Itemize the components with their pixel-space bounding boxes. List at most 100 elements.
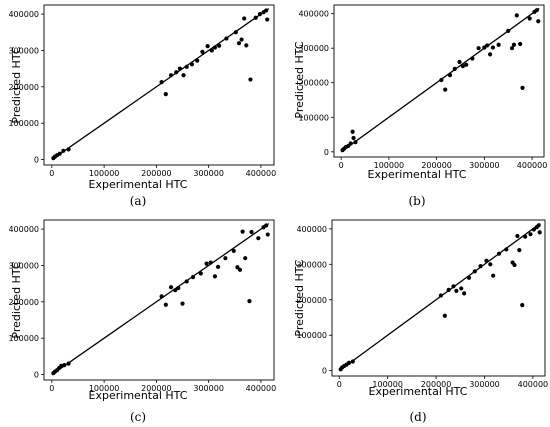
data-point	[537, 230, 542, 235]
panel-b: 0 100000 200000 300000 400000 0 100000 200000 30…	[293, 4, 547, 208]
data-point	[223, 256, 228, 261]
data-point	[457, 59, 462, 65]
data-point	[346, 360, 352, 365]
x-tick-label: 0	[49, 169, 54, 178]
data-point	[66, 147, 71, 152]
y-tick-label: 300000	[296, 260, 327, 269]
data-point	[488, 262, 493, 267]
data-point	[236, 41, 242, 46]
x-tick-label: 200000	[141, 384, 172, 393]
panel-label: (a)	[130, 194, 147, 208]
data-point	[173, 288, 178, 293]
data-point	[490, 45, 496, 50]
data-point	[517, 248, 522, 253]
data-point	[487, 52, 493, 57]
y-tick-label: 200000	[8, 298, 39, 307]
data-point	[212, 45, 218, 50]
y-tick-label: 100000	[8, 334, 39, 343]
data-point	[159, 294, 164, 299]
data-point	[527, 16, 532, 21]
data-point	[231, 248, 236, 254]
data-point	[57, 151, 62, 156]
y-axis-label: Predicted HTC	[293, 41, 306, 118]
data-point	[168, 73, 174, 78]
y-tick-label: 0	[34, 156, 39, 165]
data-point	[247, 298, 252, 304]
x-tick-label: 300000	[193, 384, 224, 393]
y-tick-label: 200000	[296, 296, 327, 305]
data-point	[256, 236, 261, 241]
plot-frame	[331, 219, 546, 377]
reference-line	[51, 8, 270, 161]
data-point	[190, 274, 196, 280]
data-point	[239, 37, 244, 42]
plot-frame	[333, 4, 545, 158]
data-point	[249, 229, 254, 235]
data-point	[265, 17, 270, 22]
data-point	[215, 264, 221, 270]
x-axis-label: Experimental HTC	[369, 385, 468, 398]
panel-c: 0 100000 200000 300000 400000 0 100000 200000 30…	[8, 219, 276, 424]
x-tick-label: 100000	[374, 161, 405, 170]
data-point	[233, 30, 238, 35]
data-point	[470, 56, 475, 61]
data-point	[509, 46, 515, 51]
data-point	[61, 148, 66, 153]
data-point	[462, 291, 467, 296]
y-tick-label: 200000	[298, 79, 329, 88]
data-point	[454, 288, 459, 294]
x-axis-label: Experimental HTC	[368, 168, 467, 181]
y-tick-label: 400000	[296, 225, 327, 234]
x-axis-label: Experimental HTC	[89, 178, 188, 191]
data-point	[163, 302, 168, 307]
data-point	[536, 223, 541, 228]
data-point	[520, 85, 525, 91]
y-tick-label: 300000	[8, 46, 39, 55]
y-tick-label: 300000	[298, 44, 329, 53]
data-point	[184, 64, 189, 69]
data-point	[224, 36, 229, 41]
data-point	[484, 258, 489, 263]
data-point	[159, 79, 164, 85]
panel-label: (d)	[409, 410, 426, 424]
data-point	[217, 43, 222, 48]
data-point	[177, 66, 183, 71]
y-tick-label: 100000	[298, 113, 329, 122]
x-tick-label: 0	[337, 380, 342, 389]
data-point	[195, 58, 200, 63]
data-point	[447, 73, 453, 78]
data-point	[439, 77, 444, 83]
x-tick-label: 0	[49, 384, 54, 393]
data-point	[265, 232, 270, 237]
reference-line	[51, 223, 270, 376]
data-point	[208, 260, 213, 265]
data-point	[460, 64, 465, 69]
data-point	[466, 275, 472, 280]
data-point	[204, 261, 209, 266]
plot-frame	[43, 219, 275, 381]
data-point	[443, 87, 448, 92]
data-point	[180, 301, 185, 306]
y-tick-label: 400000	[298, 10, 329, 19]
data-point	[504, 247, 509, 252]
data-point	[163, 91, 168, 97]
data-point	[478, 263, 483, 269]
data-point	[235, 265, 240, 270]
y-axis-label: Predicted HTC	[293, 259, 306, 336]
data-point	[351, 135, 356, 141]
x-tick-label: 400000	[246, 169, 277, 178]
data-point	[518, 41, 523, 47]
data-point	[523, 234, 528, 239]
data-point	[348, 141, 353, 146]
data-point	[189, 62, 195, 67]
data-point	[243, 256, 248, 261]
data-point	[59, 363, 64, 368]
data-point	[512, 262, 517, 268]
y-tick-label: 400000	[8, 10, 39, 19]
data-point	[442, 313, 447, 318]
panel-a: 0 100000 200000 300000 400000 0 100000 200000 30…	[8, 4, 277, 208]
data-point	[184, 279, 189, 284]
data-point	[212, 274, 218, 279]
data-point	[66, 361, 71, 366]
